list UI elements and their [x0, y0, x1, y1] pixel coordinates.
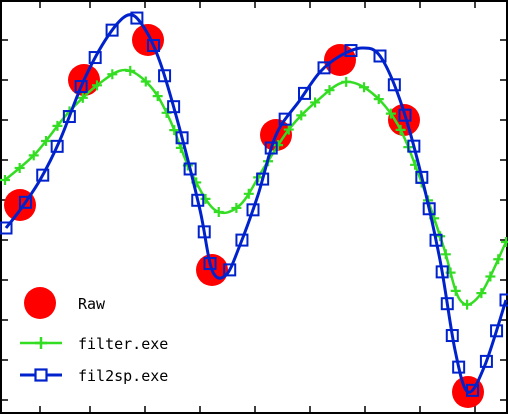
filter-point: [14, 163, 25, 174]
fil2sp-point: [197, 225, 211, 239]
fil2sp-point: [223, 263, 237, 277]
filter-point: [125, 65, 136, 76]
fil2sp-point: [373, 49, 387, 63]
legend-label-fil2sp: fil2sp.exe: [78, 367, 168, 385]
filter-point: [493, 254, 504, 265]
fil2sp-point: [452, 360, 466, 374]
fil2sp-point: [256, 172, 270, 186]
fil2sp-point: [18, 195, 32, 209]
filter-point: [296, 110, 307, 121]
filter-point: [213, 207, 224, 218]
filter-point: [52, 120, 63, 131]
filter-point: [324, 85, 335, 96]
fil2sp-point: [264, 141, 278, 155]
filter-point: [462, 299, 473, 310]
filter-point: [450, 285, 461, 296]
fil2sp-point: [105, 23, 119, 37]
legend-label-raw: Raw: [78, 295, 106, 313]
filter-point: [283, 124, 294, 135]
filter-point: [0, 175, 10, 185]
filter-point: [152, 91, 163, 102]
fil2sp-point: [167, 100, 181, 114]
fil2sp-point: [175, 131, 189, 145]
fil2sp-point: [36, 168, 50, 182]
fil2sp-point: [50, 139, 64, 153]
filter-point: [77, 92, 88, 103]
fil2sp-point: [130, 11, 144, 25]
fil2sp-point: [466, 383, 480, 397]
filter-point: [200, 193, 211, 204]
fil2sp-point: [74, 80, 88, 94]
filter-point: [440, 249, 451, 260]
fil2sp-point: [158, 69, 172, 83]
fil2sp-point: [317, 61, 331, 75]
fil2sp-point: [298, 86, 312, 100]
filter-point: [385, 108, 396, 119]
fil2sp-point: [422, 202, 436, 216]
fil2sp-point: [490, 324, 504, 338]
fil2sp-point: [344, 44, 358, 58]
series-layer: [0, 11, 508, 408]
fil2sp-point: [0, 221, 13, 235]
filter-point: [501, 237, 508, 247]
fil2sp-point: [246, 203, 260, 217]
filter-point: [359, 82, 370, 93]
filter-point: [485, 271, 496, 282]
fil2sp-point: [445, 329, 459, 343]
filter-point: [140, 76, 151, 87]
legend: Raw filter.exe fil2sp.exe: [20, 287, 168, 385]
filter-point: [310, 97, 321, 108]
filter-point: [341, 76, 352, 87]
fil2sp-point: [479, 354, 493, 368]
filter-point: [231, 202, 242, 213]
legend-marker-fil2sp: [34, 368, 48, 382]
filter-point: [243, 188, 254, 199]
legend-label-filter: filter.exe: [78, 335, 168, 353]
fil2sp-point: [235, 233, 249, 247]
filter-point: [28, 150, 39, 161]
filter-point: [435, 231, 446, 242]
legend-marker-raw: [24, 287, 56, 319]
filter-point: [395, 124, 406, 135]
fil2sp-point: [398, 108, 412, 122]
fil2sp-point: [429, 233, 443, 247]
fil2sp-point: [415, 170, 429, 184]
filter-point: [373, 94, 384, 105]
filter-point: [169, 125, 180, 136]
fil2sp-point: [88, 51, 102, 65]
filter-point: [476, 288, 487, 299]
fil2sp-point: [387, 78, 401, 92]
fil2sp-point: [499, 293, 508, 307]
fil2sp-point: [407, 139, 421, 153]
fil2sp-point: [440, 297, 454, 311]
fil2sp-point: [191, 193, 205, 207]
fil2sp-point: [435, 265, 449, 279]
filter-point: [41, 135, 52, 146]
fil2sp-point: [147, 39, 161, 53]
legend-marker-filter: [35, 337, 47, 349]
fil2sp-point: [183, 162, 197, 176]
fil2sp-point: [278, 112, 292, 126]
filter-point: [107, 69, 118, 80]
fil2sp-point: [203, 257, 217, 271]
filter-point: [91, 80, 102, 91]
filter-point: [273, 140, 284, 151]
fil2sp-point: [62, 110, 76, 124]
